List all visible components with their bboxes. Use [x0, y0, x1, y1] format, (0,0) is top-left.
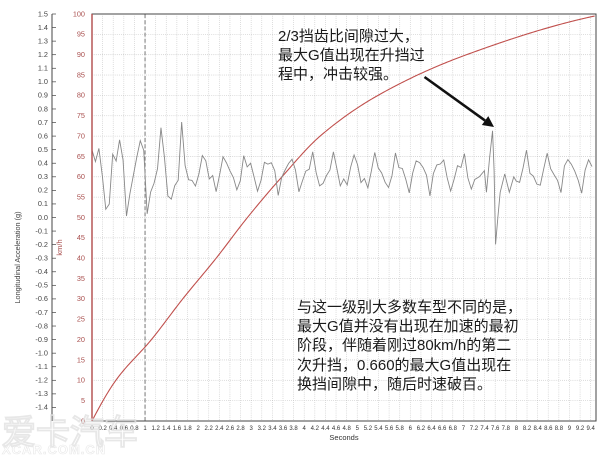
svg-text:10: 10: [77, 376, 85, 385]
svg-text:1.8: 1.8: [183, 426, 192, 432]
svg-text:7.4: 7.4: [480, 426, 489, 432]
svg-text:5.4: 5.4: [374, 426, 383, 432]
svg-text:15: 15: [77, 355, 85, 364]
svg-text:6.4: 6.4: [427, 426, 436, 432]
svg-text:-1.0: -1.0: [35, 348, 48, 357]
svg-text:3.2: 3.2: [258, 426, 267, 432]
svg-text:65: 65: [77, 152, 85, 161]
svg-text:3.4: 3.4: [268, 426, 277, 432]
svg-text:85: 85: [77, 70, 85, 79]
svg-text:2.8: 2.8: [236, 426, 245, 432]
svg-text:6.2: 6.2: [417, 426, 426, 432]
svg-text:1.2: 1.2: [151, 426, 160, 432]
svg-text:9.2: 9.2: [576, 426, 585, 432]
svg-text:-0.9: -0.9: [35, 335, 48, 344]
svg-text:3.8: 3.8: [289, 426, 298, 432]
svg-text:1.3: 1.3: [38, 36, 48, 45]
svg-text:3.6: 3.6: [279, 426, 288, 432]
svg-text:0.1: 0.1: [38, 199, 48, 208]
svg-text:5: 5: [81, 396, 85, 405]
svg-text:100: 100: [73, 9, 85, 18]
svg-text:4.2: 4.2: [311, 426, 320, 432]
svg-text:Longitudinal Acceleration (g): Longitudinal Acceleration (g): [13, 211, 22, 303]
svg-text:-0.7: -0.7: [35, 308, 48, 317]
svg-text:0.4: 0.4: [38, 159, 48, 168]
svg-text:2.4: 2.4: [215, 426, 224, 432]
svg-text:40: 40: [77, 254, 85, 263]
svg-text:-0.5: -0.5: [35, 281, 48, 290]
svg-text:0.9: 0.9: [38, 91, 48, 100]
svg-text:-0.8: -0.8: [35, 321, 48, 330]
svg-text:1.6: 1.6: [173, 426, 182, 432]
svg-text:90: 90: [77, 50, 85, 59]
svg-text:-1.2: -1.2: [35, 376, 48, 385]
svg-text:7.8: 7.8: [502, 426, 511, 432]
svg-text:7.2: 7.2: [470, 426, 479, 432]
svg-text:1.4: 1.4: [38, 23, 48, 32]
svg-text:8.8: 8.8: [555, 426, 564, 432]
svg-text:70: 70: [77, 131, 85, 140]
svg-text:60: 60: [77, 172, 85, 181]
svg-text:4.8: 4.8: [342, 426, 351, 432]
svg-text:95: 95: [77, 30, 85, 39]
svg-text:-0.6: -0.6: [35, 294, 48, 303]
svg-text:0.6: 0.6: [38, 131, 48, 140]
svg-text:9.4: 9.4: [587, 426, 596, 432]
svg-text:-0.4: -0.4: [35, 267, 48, 276]
svg-text:2.2: 2.2: [205, 426, 214, 432]
svg-text:35: 35: [77, 274, 85, 283]
svg-text:XCAR.COM.CN: XCAR.COM.CN: [2, 442, 106, 456]
svg-text:50: 50: [77, 213, 85, 222]
svg-text:6.6: 6.6: [438, 426, 447, 432]
svg-text:0.2: 0.2: [38, 186, 48, 195]
svg-text:75: 75: [77, 111, 85, 120]
svg-text:8.4: 8.4: [533, 426, 542, 432]
svg-text:-0.1: -0.1: [35, 226, 48, 235]
svg-text:6.8: 6.8: [449, 426, 458, 432]
svg-text:2.6: 2.6: [226, 426, 235, 432]
svg-text:1.0: 1.0: [38, 77, 48, 86]
svg-text:-0.3: -0.3: [35, 254, 48, 263]
svg-text:-1.4: -1.4: [35, 403, 48, 412]
svg-text:30: 30: [77, 294, 85, 303]
svg-text:0.3: 0.3: [38, 172, 48, 181]
svg-text:0.5: 0.5: [38, 145, 48, 154]
svg-text:25: 25: [77, 315, 85, 324]
svg-text:5.6: 5.6: [385, 426, 394, 432]
svg-text:0.0: 0.0: [38, 213, 48, 222]
svg-text:5.8: 5.8: [396, 426, 405, 432]
svg-text:8.6: 8.6: [544, 426, 553, 432]
svg-text:Seconds: Seconds: [329, 433, 358, 442]
svg-text:55: 55: [77, 192, 85, 201]
svg-text:8.2: 8.2: [523, 426, 532, 432]
svg-text:45: 45: [77, 233, 85, 242]
svg-text:0.8: 0.8: [38, 104, 48, 113]
svg-text:5.2: 5.2: [364, 426, 373, 432]
svg-text:km/h: km/h: [55, 239, 64, 255]
svg-text:1.2: 1.2: [38, 50, 48, 59]
svg-text:4.4: 4.4: [321, 426, 330, 432]
svg-text:7.6: 7.6: [491, 426, 500, 432]
svg-text:20: 20: [77, 335, 85, 344]
svg-text:1.1: 1.1: [38, 64, 48, 73]
svg-text:0.7: 0.7: [38, 118, 48, 127]
svg-text:80: 80: [77, 91, 85, 100]
svg-text:-1.3: -1.3: [35, 389, 48, 398]
svg-text:-0.2: -0.2: [35, 240, 48, 249]
svg-text:1.5: 1.5: [38, 9, 48, 18]
svg-text:-1.1: -1.1: [35, 362, 48, 371]
svg-text:4.6: 4.6: [332, 426, 341, 432]
svg-text:1.4: 1.4: [162, 426, 171, 432]
